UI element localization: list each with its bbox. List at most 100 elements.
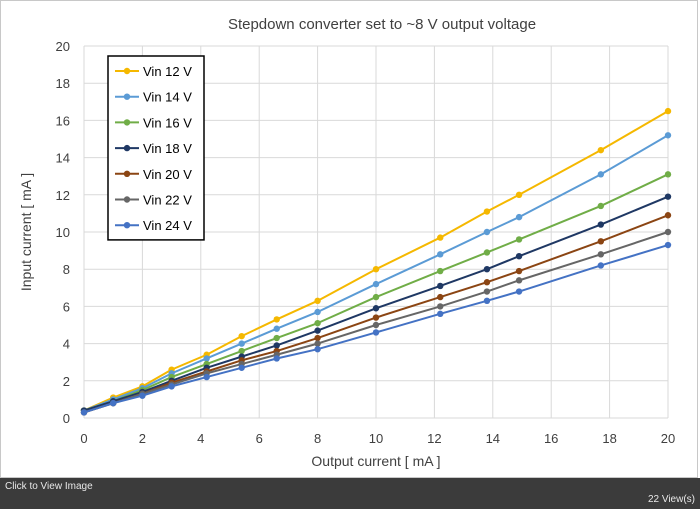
legend-label: Vin 16 V: [143, 115, 192, 130]
data-point: [273, 334, 280, 342]
legend-label: Vin 12 V: [143, 64, 192, 79]
data-point: [314, 345, 321, 353]
legend-label: Vin 20 V: [143, 167, 192, 182]
data-point: [483, 266, 491, 273]
legend-marker: [123, 93, 131, 100]
series-vin-12-v: [80, 107, 672, 414]
data-point: [597, 251, 605, 258]
legend-marker: [123, 119, 131, 126]
x-tick-label: 18: [602, 431, 616, 446]
y-tick-label: 16: [56, 113, 70, 128]
data-point: [664, 241, 672, 249]
data-point: [314, 308, 321, 316]
data-point: [168, 383, 175, 390]
data-point: [372, 293, 380, 301]
x-tick-label: 16: [544, 431, 558, 446]
y-tick-label: 12: [56, 188, 70, 203]
legend-marker: [123, 196, 131, 203]
legend: Vin 12 V Vin 14 V Vin 16 V Vin 18 V Vin 20 V…: [107, 55, 205, 241]
legend-item: Vin 22 V: [115, 193, 192, 208]
y-tick-label: 4: [63, 337, 70, 352]
data-point: [314, 319, 321, 327]
y-axis-label: Input current [ mA ]: [18, 173, 34, 291]
legend-item: Vin 16 V: [115, 115, 192, 130]
x-tick-label: 4: [197, 431, 204, 446]
data-point: [597, 238, 605, 245]
data-point: [437, 293, 444, 301]
data-point: [314, 297, 321, 305]
data-point: [238, 340, 245, 347]
x-tick-label: 2: [139, 431, 146, 446]
data-point: [597, 221, 605, 228]
legend-marker: [123, 67, 131, 75]
data-point: [372, 305, 380, 312]
y-tick-label: 2: [63, 374, 70, 389]
data-point: [483, 249, 491, 256]
view-image-link[interactable]: Click to View Image: [5, 481, 93, 492]
legend-item: Vin 14 V: [115, 90, 192, 105]
x-tick-label: 8: [314, 431, 321, 446]
y-tick-label: 6: [63, 299, 70, 314]
data-point: [372, 314, 380, 321]
data-point: [314, 340, 321, 347]
data-point: [437, 234, 444, 241]
data-point: [314, 327, 321, 334]
x-tick-label: 6: [256, 431, 263, 446]
series-line: [83, 134, 669, 412]
data-point: [483, 279, 491, 286]
data-point: [139, 392, 146, 399]
y-tick-label: 10: [56, 225, 70, 240]
data-point: [515, 236, 523, 243]
data-point: [597, 146, 605, 154]
tick-labels: 0 2 4 6 8 10 12 14 16 18 20 0 2 4 6 8 10 12 14 16 18 20: [56, 39, 676, 446]
line-chart: 0 2 4 6 8 10 12 14 16 18 20 0 2 4 6 8 10 12 14 16 18 20 Stepd…: [18, 16, 676, 469]
legend-label: Vin 24 V: [143, 218, 192, 233]
data-point: [483, 228, 491, 236]
data-point: [515, 213, 523, 221]
y-tick-label: 0: [63, 411, 70, 426]
x-axis-label: Output current [ mA ]: [311, 453, 440, 469]
data-point: [437, 303, 444, 310]
data-point: [238, 332, 245, 340]
data-point: [597, 202, 605, 210]
data-point: [437, 251, 444, 258]
legend-item: Vin 20 V: [115, 167, 192, 182]
legend-label: Vin 14 V: [143, 90, 192, 105]
y-tick-label: 8: [63, 262, 70, 277]
data-point: [437, 267, 444, 275]
data-point: [664, 132, 672, 139]
data-point: [238, 364, 245, 371]
legend-label: Vin 18 V: [143, 141, 192, 156]
series-line: [83, 231, 669, 414]
data-point: [515, 277, 523, 284]
data-point: [483, 297, 491, 305]
x-tick-label: 10: [369, 431, 383, 446]
data-point: [664, 107, 672, 115]
data-point: [437, 282, 444, 290]
data-point: [483, 208, 491, 215]
data-point: [515, 288, 523, 295]
data-point: [515, 252, 523, 260]
series-line: [83, 110, 669, 412]
data-point: [273, 316, 280, 323]
data-point: [372, 321, 380, 329]
data-point: [483, 288, 491, 295]
legend-marker: [123, 170, 131, 177]
data-point: [664, 193, 672, 200]
data-point: [664, 171, 672, 178]
x-tick-label: 12: [427, 431, 441, 446]
data-point: [597, 171, 605, 178]
data-point: [314, 334, 321, 342]
data-point: [437, 310, 444, 318]
y-tick-label: 14: [56, 151, 70, 166]
data-point: [273, 355, 280, 362]
y-tick-label: 20: [56, 39, 70, 54]
series-vin-16-v: [80, 171, 672, 414]
series-line: [83, 173, 669, 412]
legend-item: Vin 12 V: [115, 64, 192, 79]
legend-label: Vin 22 V: [143, 193, 192, 208]
image-footer: Click to View Image 22 View(s): [0, 478, 700, 509]
data-point: [372, 266, 380, 273]
data-point: [203, 355, 210, 362]
y-tick-label: 18: [56, 76, 70, 91]
